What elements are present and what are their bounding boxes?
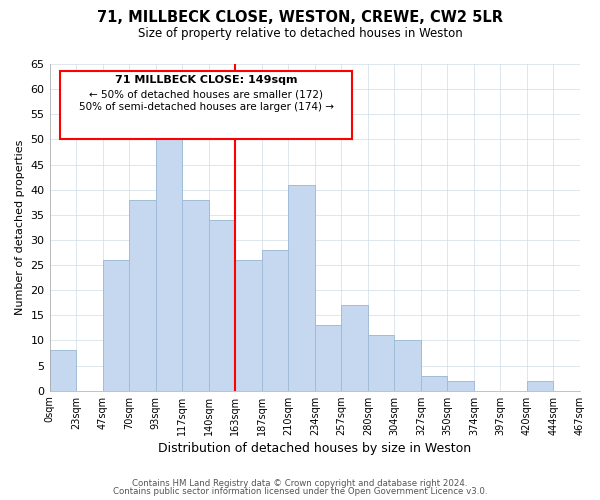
Bar xyxy=(421,376,448,390)
Bar xyxy=(288,184,315,390)
Bar xyxy=(235,260,262,390)
Bar xyxy=(182,200,209,390)
Bar xyxy=(155,134,182,390)
Bar xyxy=(209,220,235,390)
Text: ← 50% of detached houses are smaller (172): ← 50% of detached houses are smaller (17… xyxy=(89,90,323,100)
Bar xyxy=(368,336,394,390)
Y-axis label: Number of detached properties: Number of detached properties xyxy=(15,140,25,315)
FancyBboxPatch shape xyxy=(60,70,352,139)
Text: 71, MILLBECK CLOSE, WESTON, CREWE, CW2 5LR: 71, MILLBECK CLOSE, WESTON, CREWE, CW2 5… xyxy=(97,10,503,25)
Bar xyxy=(103,260,129,390)
Text: Contains public sector information licensed under the Open Government Licence v3: Contains public sector information licen… xyxy=(113,487,487,496)
Text: Contains HM Land Registry data © Crown copyright and database right 2024.: Contains HM Land Registry data © Crown c… xyxy=(132,478,468,488)
Text: Size of property relative to detached houses in Weston: Size of property relative to detached ho… xyxy=(137,28,463,40)
Bar xyxy=(129,200,155,390)
X-axis label: Distribution of detached houses by size in Weston: Distribution of detached houses by size … xyxy=(158,442,472,455)
Bar xyxy=(448,380,474,390)
Text: 50% of semi-detached houses are larger (174) →: 50% of semi-detached houses are larger (… xyxy=(79,102,334,112)
Bar xyxy=(394,340,421,390)
Text: 71 MILLBECK CLOSE: 149sqm: 71 MILLBECK CLOSE: 149sqm xyxy=(115,76,297,86)
Bar xyxy=(527,380,553,390)
Bar xyxy=(341,306,368,390)
Bar xyxy=(315,326,341,390)
Bar xyxy=(262,250,288,390)
Bar xyxy=(50,350,76,391)
